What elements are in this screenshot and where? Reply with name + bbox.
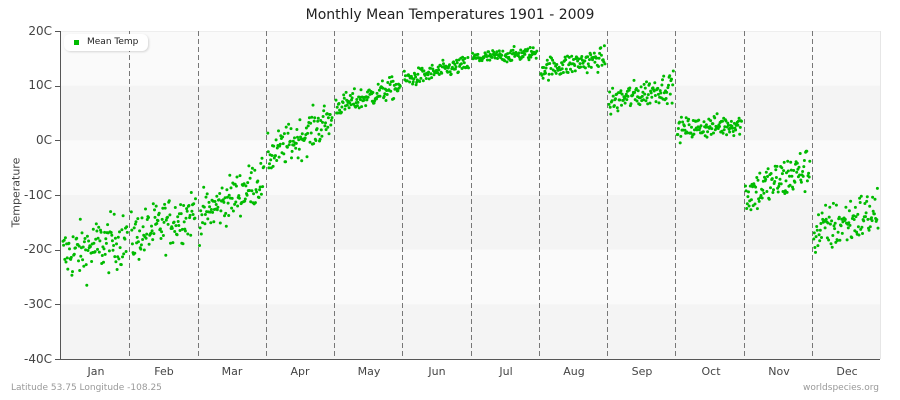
chart-title: Monthly Mean Temperatures 1901 - 2009 (305, 7, 595, 23)
y-tick: 0C (35, 133, 52, 147)
legend-label: Mean Temp (87, 37, 139, 47)
x-tick: Nov (768, 365, 790, 378)
legend[interactable]: Mean Temp (64, 34, 149, 51)
x-tick: Feb (154, 365, 174, 378)
y-tick: -40C (24, 352, 52, 366)
y-tick: 10C (28, 78, 52, 92)
legend-swatch-icon (74, 39, 79, 45)
x-tick: Sep (631, 365, 653, 378)
x-tick: Aug (563, 365, 585, 378)
y-tick: -10C (24, 188, 52, 202)
x-tick: Mar (221, 365, 243, 378)
y-tick: 20C (28, 24, 52, 38)
y-tick: -20C (24, 242, 52, 256)
source-credit[interactable]: worldspecies.org (802, 383, 879, 393)
x-tick: Jun (428, 365, 446, 378)
location-caption: Latitude 53.75 Longitude -108.25 (11, 383, 162, 393)
x-tick: Apr (290, 365, 310, 378)
x-tick: Jul (499, 365, 513, 378)
x-tick: Oct (701, 365, 721, 378)
x-tick: Dec (836, 365, 858, 378)
x-tick: May (357, 365, 381, 378)
x-tick: Jan (87, 365, 105, 378)
y-tick: -30C (24, 297, 52, 311)
